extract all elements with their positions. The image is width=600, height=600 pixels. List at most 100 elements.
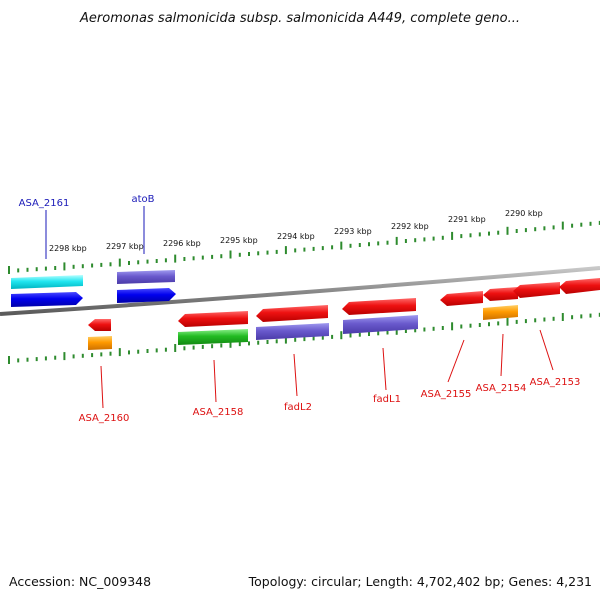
scale-tick xyxy=(174,344,177,352)
scale-tick xyxy=(54,266,57,270)
scale-tick xyxy=(17,268,20,273)
leader-line xyxy=(213,359,217,403)
scale-tick xyxy=(340,331,343,340)
scale-tick xyxy=(118,258,121,267)
scale-tick xyxy=(414,328,417,333)
gene-asa-2153[interactable] xyxy=(559,278,600,294)
scale-tick xyxy=(35,267,38,272)
gene-fadl1[interactable] xyxy=(342,298,416,315)
scale-tick xyxy=(192,345,195,350)
scale-tick xyxy=(72,354,75,359)
gene-asa-2154-region[interactable] xyxy=(483,305,518,320)
gene-labels: ASA_2161 atoB ASA_2160 ASA_2158 fadL2 fa… xyxy=(19,194,581,424)
scale-tick xyxy=(469,323,472,328)
scale-tick xyxy=(589,313,592,318)
gene-fadl2-region[interactable] xyxy=(256,323,329,340)
gene-asa-2161[interactable] xyxy=(11,275,83,289)
scale-tick xyxy=(248,341,250,346)
scale-tick xyxy=(404,329,407,333)
scale-tick xyxy=(349,243,352,248)
scale-tick xyxy=(312,246,315,251)
scale-tick xyxy=(377,241,380,246)
scale-tick xyxy=(441,235,444,240)
position-label: 2293 kbp xyxy=(334,227,372,236)
scale-tick xyxy=(35,357,38,362)
scale-tick xyxy=(580,314,583,319)
gene-asa-2160[interactable] xyxy=(88,319,111,331)
scale-tick xyxy=(303,247,306,252)
leader-line xyxy=(539,329,554,371)
gene-label[interactable]: ASA_2153 xyxy=(530,377,581,388)
scale-tick xyxy=(81,264,84,269)
gene-asa-2160-region[interactable] xyxy=(88,336,112,350)
scale-tick xyxy=(488,231,490,236)
gene-label[interactable]: ASA_2155 xyxy=(421,389,472,400)
scale-tick xyxy=(414,238,417,243)
gene-asa-2153-left[interactable] xyxy=(513,282,560,298)
scale-tick xyxy=(497,321,500,326)
scale-tick xyxy=(460,234,463,239)
gene-asa-2158-region[interactable] xyxy=(178,329,248,345)
scale-tick xyxy=(395,326,398,335)
gene-asa-2155[interactable] xyxy=(440,291,483,306)
scale-tick xyxy=(460,324,463,329)
scale-tick xyxy=(229,250,232,259)
position-label: 2297 kbp xyxy=(106,242,144,251)
scale-tick xyxy=(284,246,287,255)
scale-tick xyxy=(423,237,426,242)
scale-tick xyxy=(211,254,214,259)
scale-tick xyxy=(497,230,500,235)
scale-tick xyxy=(164,347,167,352)
gene-label[interactable]: ASA_2160 xyxy=(79,413,130,424)
gene-label[interactable]: fadL2 xyxy=(284,402,312,413)
gene-label[interactable]: fadL1 xyxy=(373,394,401,405)
scale-tick xyxy=(368,242,370,247)
scale-tick xyxy=(561,221,564,230)
scale-tick xyxy=(561,313,564,321)
leader-line xyxy=(293,353,298,397)
scale-tick xyxy=(432,326,435,331)
scale-tick xyxy=(164,258,167,263)
scale-tick xyxy=(192,256,195,261)
gene-label[interactable]: ASA_2158 xyxy=(193,407,244,418)
scale-tick xyxy=(386,330,389,335)
scale-tick xyxy=(524,228,527,233)
reverse-strand-features xyxy=(88,278,600,350)
gene-fadl2[interactable] xyxy=(256,305,328,322)
scale-tick xyxy=(441,326,444,330)
scale-tick xyxy=(331,245,334,250)
scale-tick xyxy=(331,334,334,339)
scale-tick xyxy=(201,344,204,349)
gene-asa-2158[interactable] xyxy=(178,311,248,327)
scale-tick xyxy=(571,223,574,228)
gene-asa-2154[interactable] xyxy=(483,287,518,301)
position-labels: 2298 kbp 2297 kbp 2296 kbp 2295 kbp 2294… xyxy=(49,209,543,253)
scale-tick xyxy=(349,333,352,338)
inner-tick-ring xyxy=(8,312,600,364)
gene-atob-cds[interactable] xyxy=(117,288,176,303)
scale-tick xyxy=(183,346,186,351)
scale-tick xyxy=(284,335,287,344)
scale-tick xyxy=(155,348,158,353)
scale-tick xyxy=(220,254,223,259)
scale-tick xyxy=(201,255,204,260)
scale-tick xyxy=(72,264,75,269)
gene-label[interactable]: ASA_2154 xyxy=(476,383,527,394)
scale-tick xyxy=(321,335,324,340)
gene-label[interactable]: ASA_2161 xyxy=(19,198,70,209)
scale-tick xyxy=(386,240,389,245)
scale-tick xyxy=(321,246,324,251)
scale-tick xyxy=(275,339,278,344)
scale-tick xyxy=(580,222,583,227)
scale-tick xyxy=(478,323,481,327)
scale-tick xyxy=(368,332,370,336)
scale-tick xyxy=(340,241,343,250)
scale-tick xyxy=(183,257,186,261)
gene-label[interactable]: atoB xyxy=(131,194,154,205)
scale-tick xyxy=(220,343,223,348)
scale-tick xyxy=(395,236,398,245)
accession-text: Accession: NC_009348 xyxy=(9,574,151,589)
gene-asa-2161-cds[interactable] xyxy=(11,292,83,307)
gene-atob[interactable] xyxy=(117,270,175,284)
gene-fadl1-region[interactable] xyxy=(343,315,418,334)
